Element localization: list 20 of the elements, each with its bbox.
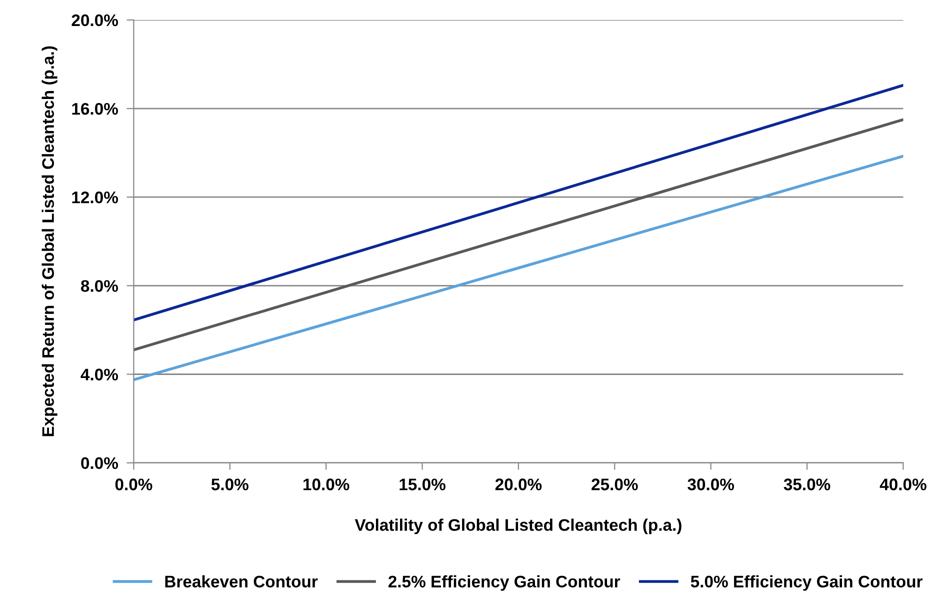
y-tick-label: 0.0% [81, 457, 118, 470]
y-tick-label: 16.0% [72, 102, 118, 115]
x-tick-label: 35.0% [784, 478, 830, 490]
legend-label: Breakeven Contour [165, 575, 318, 588]
legend-label: 5.0% Efficiency Gain Contour [690, 575, 923, 591]
x-tick-label: 20.0% [495, 478, 542, 490]
y-tick-label: 4.0% [80, 368, 118, 380]
x-axis-title: Volatility of Global Listed Cleantech (p.a.) [354, 518, 682, 534]
x-tick-label: 40.0% [880, 478, 926, 490]
x-tick-label: 30.0% [688, 478, 734, 490]
y-tick-label: 12.0% [72, 192, 118, 204]
x-tick-label: 25.0% [592, 478, 638, 490]
y-tick-label: 20.0% [72, 14, 118, 26]
x-tick-label: 0.0% [115, 478, 152, 490]
x-tick-label: 10.0% [304, 478, 350, 490]
legend-label: 2.5% Efficiency Gain Contour [388, 575, 620, 591]
x-tick-label: 5.0% [211, 478, 248, 490]
y-axis-title: Expected Return of Global Listed Cleantech (p.a.) [42, 46, 58, 436]
x-tick-label: 15.0% [400, 478, 446, 490]
y-tick-label: 8.0% [80, 280, 118, 292]
